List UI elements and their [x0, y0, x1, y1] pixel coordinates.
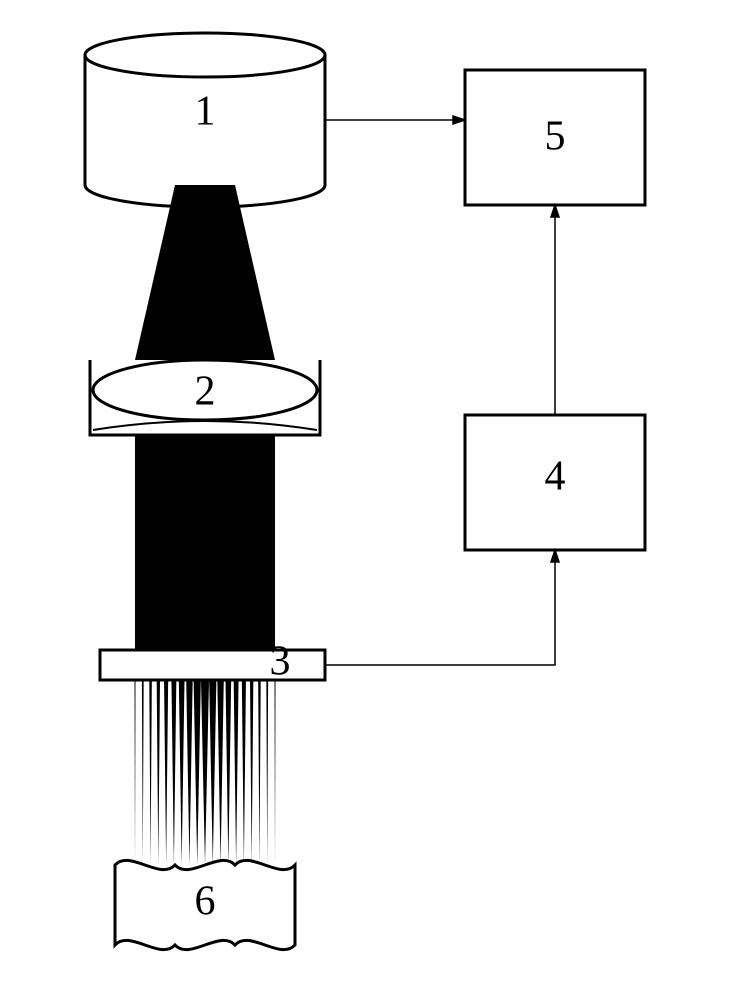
label-n6: 6	[195, 879, 216, 925]
lens-lower-curve	[93, 421, 317, 430]
diagram-root: 1 2 3 4 5 6	[0, 0, 755, 1000]
cylinder-top	[85, 33, 325, 77]
beam-lower	[135, 435, 275, 650]
arrow-head	[453, 116, 465, 124]
slab-3	[100, 650, 325, 680]
streak	[258, 680, 261, 865]
label-n5: 5	[545, 114, 566, 160]
streak	[226, 680, 232, 865]
label-n3: 3	[270, 639, 291, 685]
streak	[164, 680, 168, 865]
streak	[234, 680, 239, 865]
label-n4: 4	[545, 454, 566, 500]
arrow-head	[551, 205, 559, 217]
streak	[201, 680, 209, 865]
streak	[179, 680, 185, 865]
streak	[157, 680, 160, 865]
streak	[194, 680, 201, 865]
streak	[266, 680, 268, 865]
beam-upper	[135, 185, 275, 360]
label-n1: 1	[195, 89, 216, 135]
streak	[171, 680, 176, 865]
streak	[242, 680, 246, 865]
streak	[186, 680, 192, 865]
label-n2: 2	[195, 369, 216, 415]
streak	[209, 680, 216, 865]
streak	[135, 680, 136, 865]
streak	[142, 680, 144, 865]
arrow-head	[551, 550, 559, 562]
diagram-svg: 1 2 3 4 5 6	[0, 0, 755, 1000]
streak	[250, 680, 253, 865]
streak	[149, 680, 152, 865]
streak	[217, 680, 223, 865]
arrow-3-to-4	[325, 550, 555, 665]
streak	[275, 680, 276, 865]
